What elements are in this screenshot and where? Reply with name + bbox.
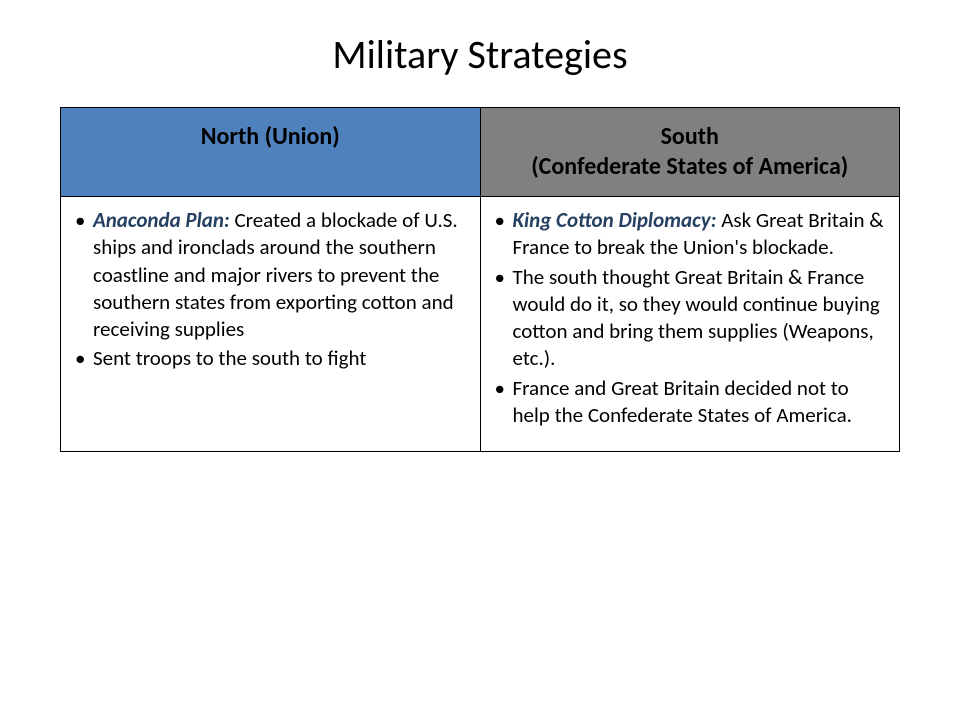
bullet-text: The south thought Great Britain & France… (513, 264, 880, 372)
col-header-south: South(Confederate States of America) (480, 108, 900, 197)
list-item: Sent troops to the south to fight (75, 345, 466, 372)
list-item: The south thought Great Britain & France… (495, 264, 886, 373)
north-bullet-list: Anaconda Plan: Created a blockade of U.S… (75, 207, 466, 373)
col-header-north: North (Union) (61, 108, 481, 197)
bullet-lead: Anaconda Plan: (93, 207, 230, 233)
south-cell: King Cotton Diplomacy: Ask Great Britain… (480, 197, 900, 452)
bullet-text: France and Great Britain decided not to … (513, 375, 852, 428)
list-item: Anaconda Plan: Created a blockade of U.S… (75, 207, 466, 343)
page-title: Military Strategies (60, 30, 900, 79)
bullet-text: Sent troops to the south to fight (93, 345, 366, 371)
list-item: King Cotton Diplomacy: Ask Great Britain… (495, 207, 886, 262)
bullet-lead: King Cotton Diplomacy: (513, 207, 717, 233)
north-cell: Anaconda Plan: Created a blockade of U.S… (61, 197, 481, 452)
south-bullet-list: King Cotton Diplomacy: Ask Great Britain… (495, 207, 886, 429)
strategies-table: North (Union) South(Confederate States o… (60, 107, 900, 452)
list-item: France and Great Britain decided not to … (495, 375, 886, 430)
